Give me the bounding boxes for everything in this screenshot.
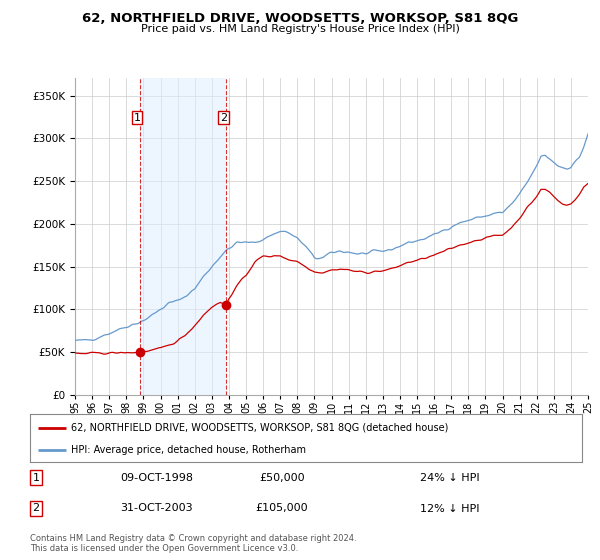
Text: Price paid vs. HM Land Registry's House Price Index (HPI): Price paid vs. HM Land Registry's House … bbox=[140, 24, 460, 34]
Text: 1: 1 bbox=[32, 473, 40, 483]
Text: HPI: Average price, detached house, Rotherham: HPI: Average price, detached house, Roth… bbox=[71, 445, 307, 455]
Text: Contains HM Land Registry data © Crown copyright and database right 2024.
This d: Contains HM Land Registry data © Crown c… bbox=[30, 534, 356, 553]
Text: 2: 2 bbox=[220, 113, 227, 123]
Text: £50,000: £50,000 bbox=[259, 473, 305, 483]
Text: 1: 1 bbox=[134, 113, 140, 123]
Text: 62, NORTHFIELD DRIVE, WOODSETTS, WORKSOP, S81 8QG (detached house): 62, NORTHFIELD DRIVE, WOODSETTS, WORKSOP… bbox=[71, 423, 449, 433]
Bar bbox=[140, 78, 226, 395]
Text: 2: 2 bbox=[32, 503, 40, 514]
Text: 24% ↓ HPI: 24% ↓ HPI bbox=[420, 473, 479, 483]
Text: 09-OCT-1998: 09-OCT-1998 bbox=[120, 473, 193, 483]
Text: £105,000: £105,000 bbox=[256, 503, 308, 514]
Text: 62, NORTHFIELD DRIVE, WOODSETTS, WORKSOP, S81 8QG: 62, NORTHFIELD DRIVE, WOODSETTS, WORKSOP… bbox=[82, 12, 518, 25]
Text: 12% ↓ HPI: 12% ↓ HPI bbox=[420, 503, 479, 514]
Text: 31-OCT-2003: 31-OCT-2003 bbox=[120, 503, 193, 514]
